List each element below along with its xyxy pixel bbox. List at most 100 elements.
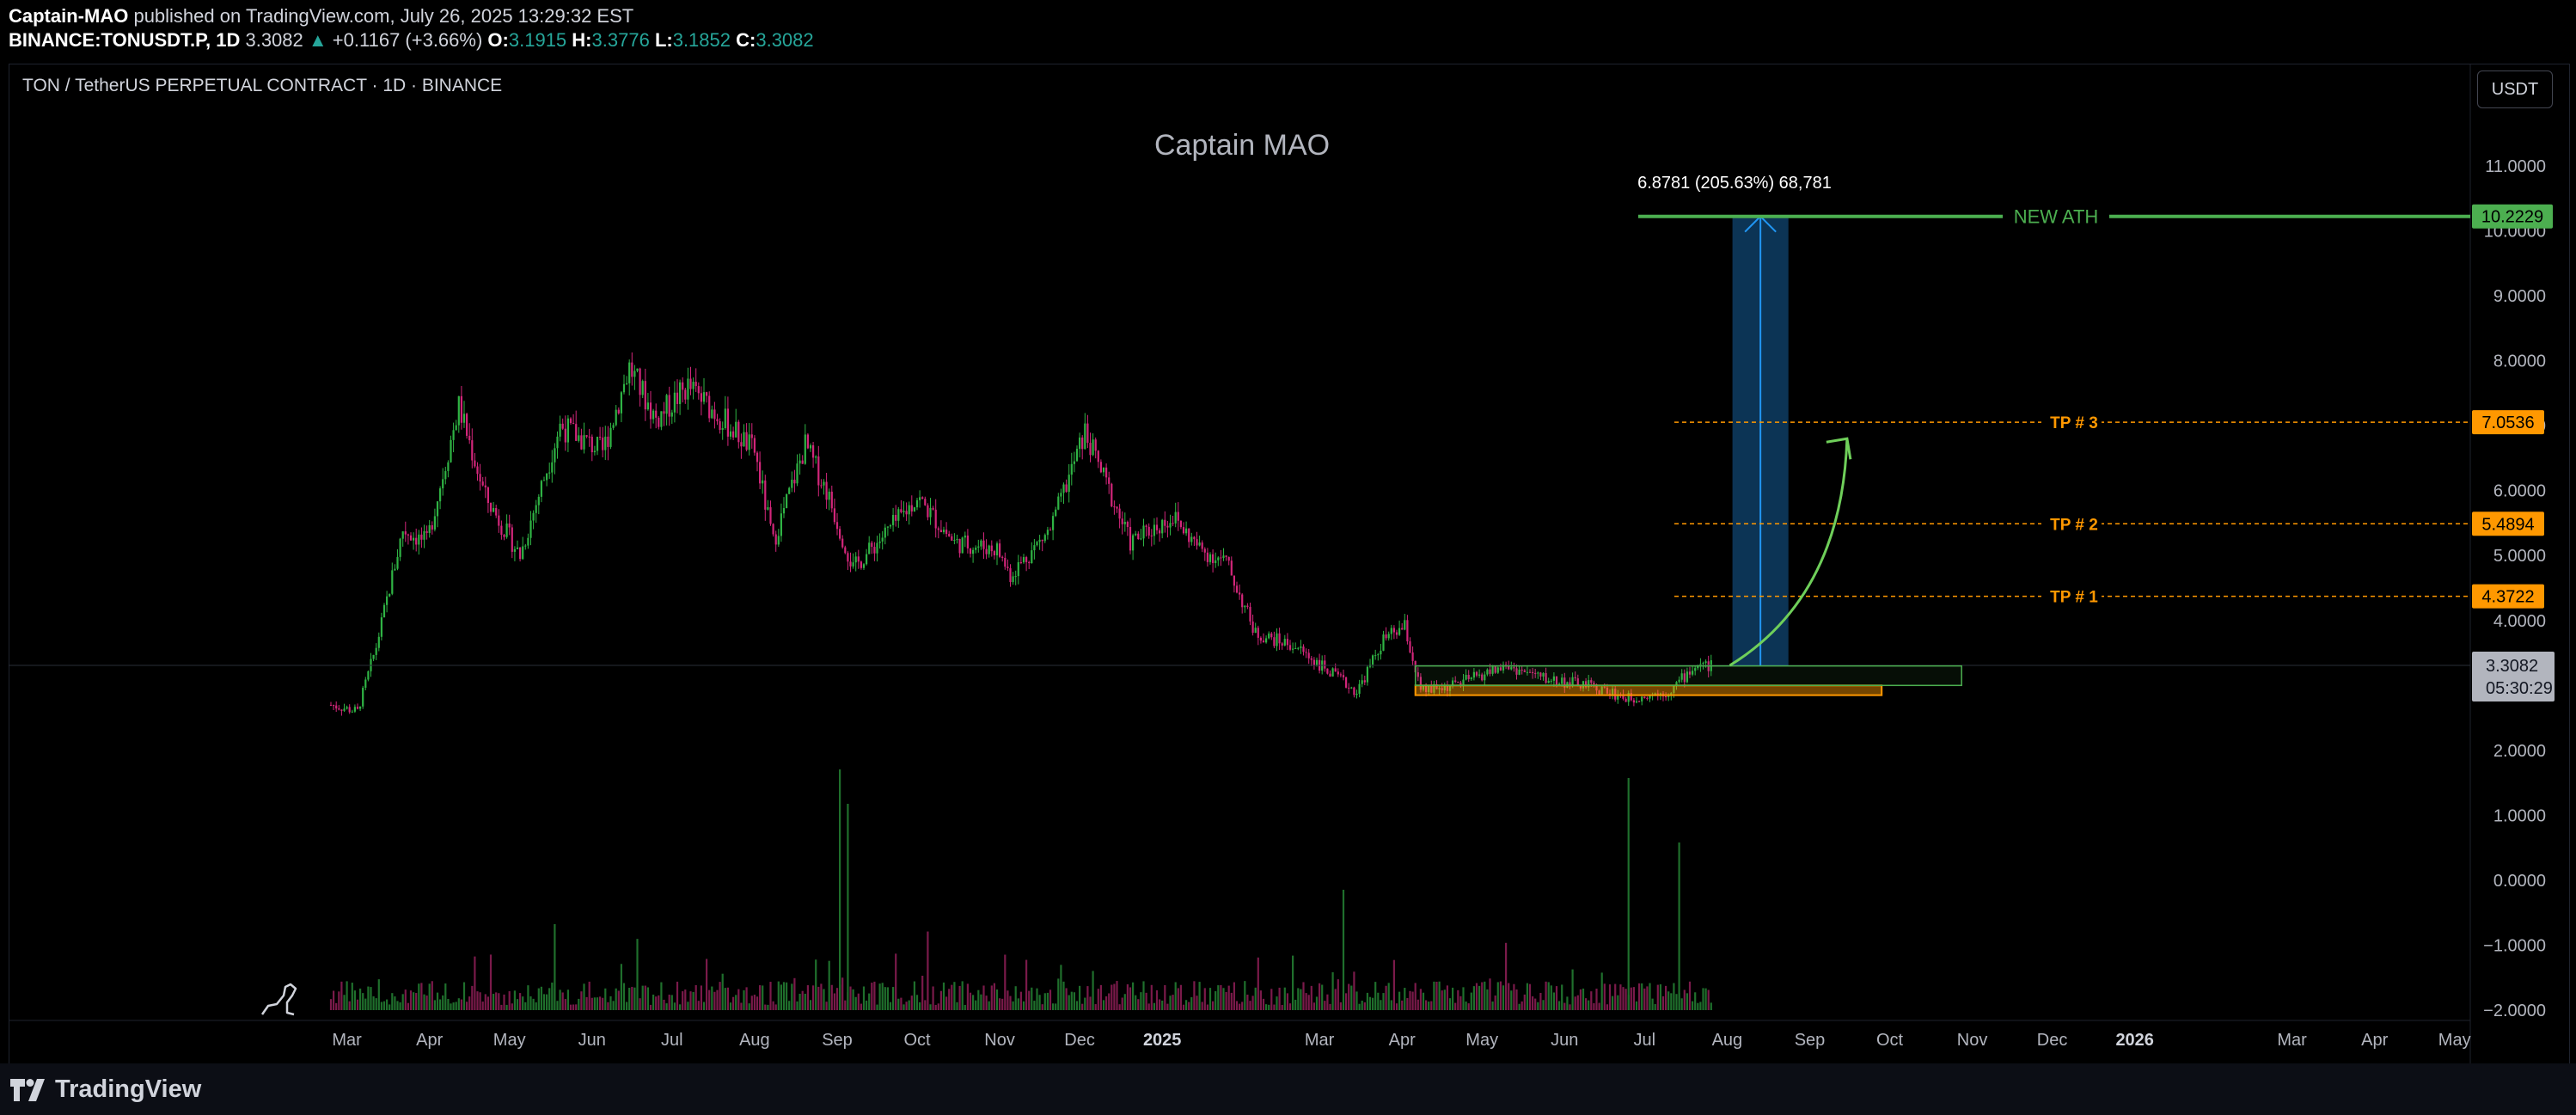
price-axis[interactable]: [2470, 64, 2567, 1063]
candle-body: [1680, 673, 1683, 680]
volume-bar: [1196, 996, 1198, 1010]
volume-bar: [1366, 992, 1368, 1010]
candle-body: [439, 488, 442, 502]
candle-body: [1600, 686, 1603, 695]
candle-body: [700, 393, 702, 402]
projection-arrow[interactable]: [1729, 438, 1849, 667]
volume-bar: [498, 993, 500, 1010]
candle-body: [1547, 680, 1550, 683]
volume-bar: [639, 998, 641, 1010]
candle-body: [876, 542, 878, 554]
volume-bar: [1478, 985, 1481, 1010]
candle-body: [1555, 676, 1558, 685]
candle-body: [631, 362, 633, 377]
x-tick-label: May: [2438, 1031, 2471, 1050]
volume-bar: [1102, 1000, 1105, 1010]
author-name[interactable]: Captain-MAO: [9, 5, 129, 27]
candle-body: [375, 647, 377, 655]
candle-body: [1382, 634, 1385, 651]
candle-body: [1550, 680, 1552, 682]
candle-body: [1590, 680, 1593, 683]
candle-body: [798, 460, 801, 464]
volume-bar: [1257, 957, 1259, 1010]
candle-body: [1702, 663, 1704, 665]
currency-button[interactable]: USDT: [2477, 70, 2553, 108]
candle-body: [522, 546, 524, 560]
candle-body: [1019, 562, 1022, 564]
candle-body: [444, 470, 447, 480]
candle-body: [599, 437, 602, 438]
volume-bar: [1233, 982, 1235, 1010]
candle-body: [679, 382, 682, 404]
volume-bar: [1593, 1002, 1595, 1010]
volume-bar: [708, 989, 711, 1010]
close-value: 3.3082: [756, 29, 814, 51]
price-chart[interactable]: 11.000010.00009.00008.00007.00006.00005.…: [0, 0, 2576, 1063]
volume-bar: [854, 996, 857, 1010]
volume-bar: [1084, 997, 1086, 1010]
volume-bar: [425, 996, 428, 1010]
candle-body: [1172, 523, 1174, 524]
volume-bar: [1661, 996, 1665, 1010]
volume-bar: [1694, 992, 1697, 1010]
volume-bar: [1576, 995, 1579, 1010]
volume-bar: [1329, 1003, 1331, 1010]
tradingview-logo[interactable]: TradingView: [10, 1075, 201, 1104]
volume-bar: [1555, 986, 1558, 1010]
candle-body: [420, 534, 423, 540]
tradingview-logo-icon: [10, 1078, 45, 1101]
volume-bar: [1401, 1000, 1404, 1010]
volume-bar: [396, 1001, 399, 1010]
candle-body: [431, 525, 433, 530]
volume-bar: [1321, 984, 1324, 1010]
volume-bar: [1270, 989, 1273, 1010]
candle-body: [505, 523, 508, 537]
volume-bar: [1137, 999, 1140, 1010]
low-label: L:: [654, 29, 673, 51]
volume-bar: [1273, 1004, 1276, 1010]
candle-body: [372, 654, 375, 659]
volume-bar: [1518, 1003, 1521, 1010]
volume-bar: [1704, 988, 1707, 1010]
volume-bar: [1155, 989, 1159, 1010]
candle-body: [937, 528, 939, 530]
volume-bar: [1491, 1001, 1494, 1010]
volume-bar: [990, 985, 993, 1010]
volume-bar: [1537, 1002, 1539, 1010]
chart-panel[interactable]: [9, 64, 2570, 1065]
volume-bar: [1670, 993, 1673, 1010]
candle-body: [927, 505, 929, 518]
volume-bar: [420, 983, 423, 1010]
volume-bar: [335, 1002, 338, 1010]
dinosaur-icon[interactable]: [260, 983, 297, 1016]
range-box[interactable]: [1414, 665, 1962, 687]
volume-bar: [1588, 1000, 1590, 1010]
candle-body: [484, 485, 486, 487]
candle-body: [588, 436, 590, 438]
candle-body: [1545, 672, 1547, 683]
candle-body: [1217, 557, 1220, 561]
candle-body: [1227, 556, 1230, 561]
candle-body: [1499, 667, 1502, 671]
volume-bar: [620, 964, 622, 1010]
candle-body: [1465, 675, 1467, 680]
candle-body: [628, 362, 631, 383]
volume-bar: [559, 989, 561, 1010]
candle-body: [1070, 463, 1073, 475]
volume-bar: [590, 997, 593, 1010]
candle-body: [1268, 633, 1270, 639]
volume-bar: [876, 1004, 878, 1010]
candle-body: [948, 534, 951, 536]
candle-body: [1177, 512, 1179, 521]
publish-date: published on TradingView.com, July 26, 2…: [133, 5, 634, 27]
volume-bar: [1070, 991, 1073, 1010]
candle-body: [1105, 467, 1108, 478]
volume-bar: [1334, 989, 1337, 1010]
volume-bar: [466, 1002, 468, 1010]
volume-bar: [913, 981, 915, 1010]
candle-body: [1513, 667, 1515, 669]
candle-body: [1097, 450, 1099, 463]
symbol-name[interactable]: BINANCE:TONUSDT.P, 1D: [9, 29, 241, 51]
volume-bar: [556, 1001, 559, 1010]
support-zone[interactable]: [1414, 684, 1883, 696]
